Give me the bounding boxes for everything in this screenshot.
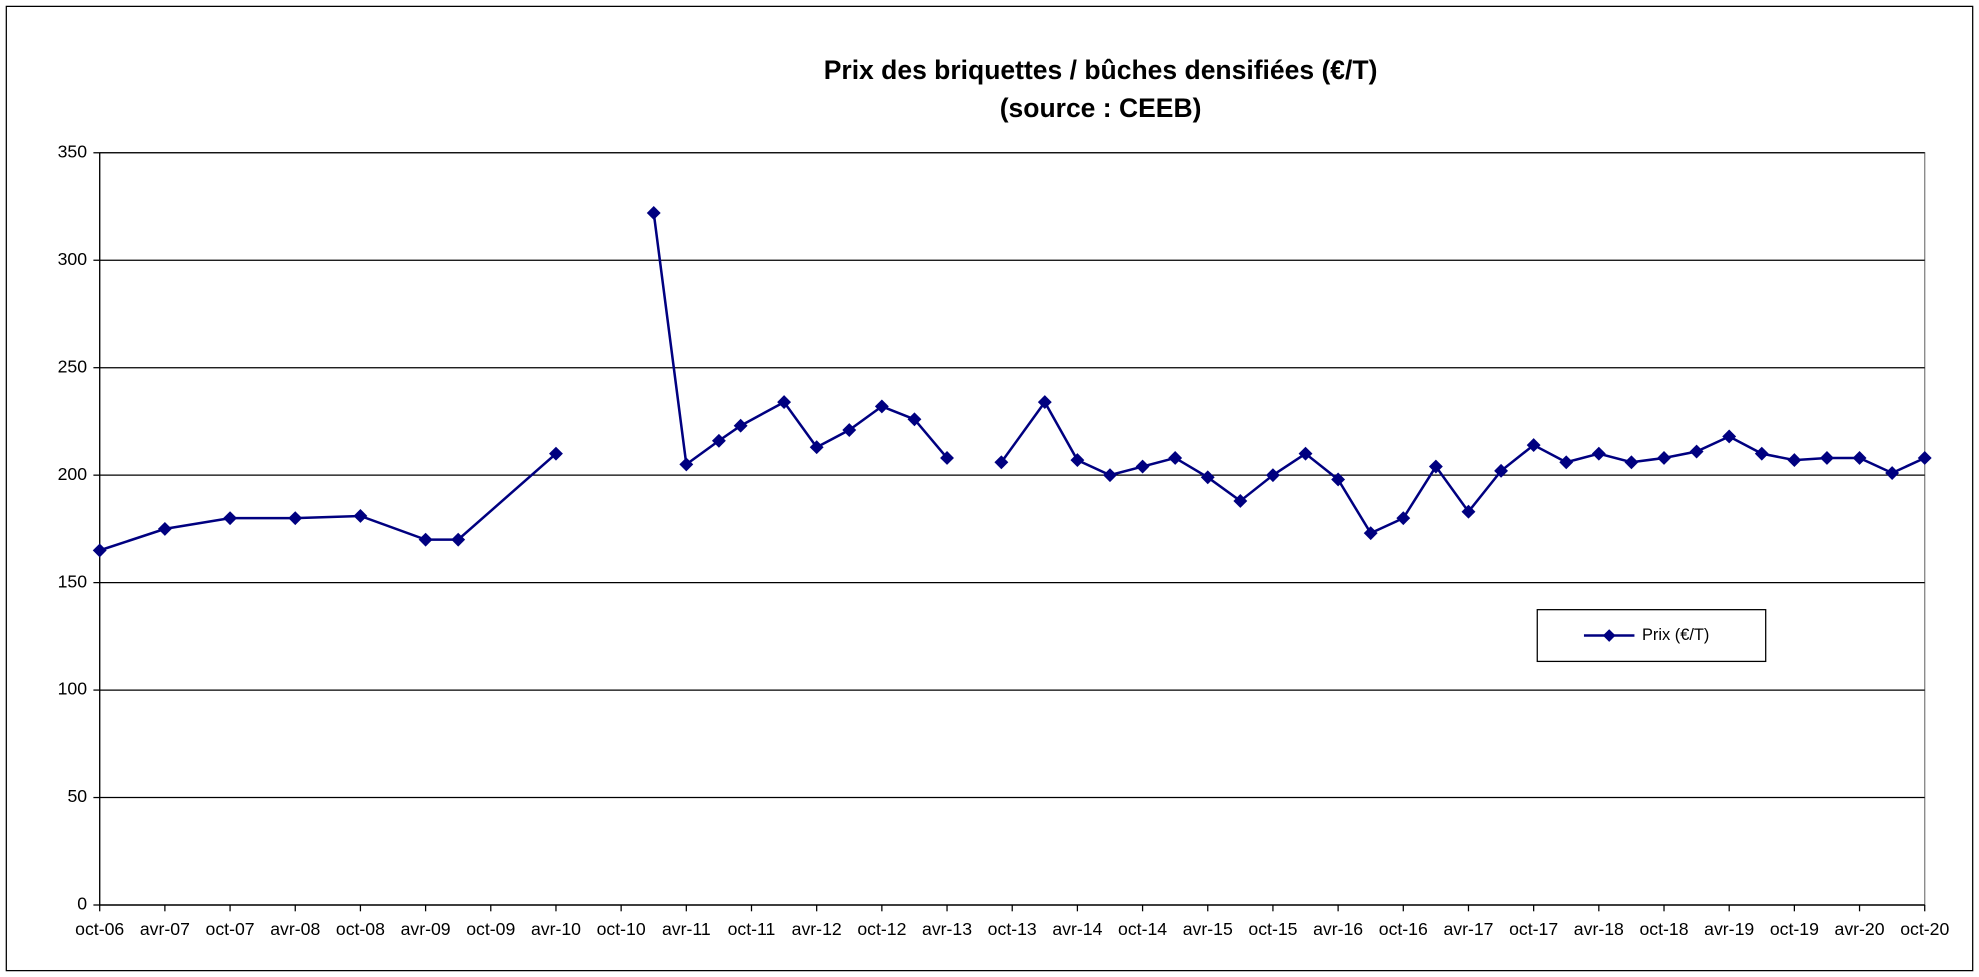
x-tick-label: avr-18 xyxy=(1574,919,1624,939)
x-tick-label: oct-18 xyxy=(1639,919,1688,939)
y-tick-label: 350 xyxy=(58,141,88,161)
data-point xyxy=(1233,494,1248,508)
data-point xyxy=(1363,526,1378,541)
data-point xyxy=(1689,444,1704,459)
data-point xyxy=(994,455,1009,470)
y-tick-label: 0 xyxy=(77,894,87,914)
data-point xyxy=(1298,446,1313,461)
x-tick-label: avr-10 xyxy=(531,919,581,939)
x-tick-label: avr-12 xyxy=(792,919,842,939)
legend-label: Prix (€/T) xyxy=(1642,626,1709,644)
x-tick-label: avr-09 xyxy=(401,919,451,939)
data-point xyxy=(288,511,303,526)
data-point xyxy=(418,532,433,547)
data-point xyxy=(1070,453,1085,468)
data-point xyxy=(907,412,922,427)
data-point xyxy=(1331,472,1346,487)
x-tick-label: oct-08 xyxy=(336,919,385,939)
y-tick-label: 250 xyxy=(58,356,88,376)
plot-area xyxy=(99,152,1926,906)
data-point xyxy=(809,440,824,455)
x-tick-label: oct-16 xyxy=(1379,919,1428,939)
data-point xyxy=(940,451,954,465)
y-tick-label: 50 xyxy=(67,786,87,806)
data-point xyxy=(777,395,792,410)
x-tick-label: avr-15 xyxy=(1183,919,1233,939)
data-point xyxy=(1200,470,1215,485)
data-point xyxy=(874,399,889,414)
data-point xyxy=(1591,446,1606,461)
data-point xyxy=(1754,446,1769,461)
x-tick-label: avr-20 xyxy=(1835,919,1885,939)
x-tick-label: avr-08 xyxy=(270,919,320,939)
data-point xyxy=(842,423,857,437)
x-tick-label: oct-17 xyxy=(1509,919,1558,939)
data-point xyxy=(646,206,661,220)
data-point xyxy=(1820,451,1834,465)
data-point xyxy=(1624,455,1639,470)
data-point xyxy=(1494,463,1509,478)
x-tick-label: avr-11 xyxy=(662,919,711,939)
x-tick-label: avr-13 xyxy=(922,919,972,939)
x-tick-label: oct-20 xyxy=(1900,919,1949,939)
x-tick-label: oct-06 xyxy=(75,919,124,939)
y-tick-label: 200 xyxy=(58,464,88,484)
data-point xyxy=(1787,453,1802,468)
chart-title: Prix des briquettes / bûches densifiées … xyxy=(824,55,1378,85)
data-point xyxy=(1428,459,1443,474)
data-point xyxy=(1037,395,1052,410)
y-tick-label: 150 xyxy=(58,571,88,591)
x-tick-label: oct-15 xyxy=(1248,919,1297,939)
x-tick-label: oct-12 xyxy=(857,919,906,939)
data-point xyxy=(1168,451,1183,465)
data-point xyxy=(157,521,172,536)
data-point xyxy=(679,457,694,472)
data-point xyxy=(1461,504,1476,519)
chart-subtitle: (source : CEEB) xyxy=(1000,93,1202,123)
data-point xyxy=(1885,466,1900,480)
legend-box xyxy=(1536,609,1767,663)
x-tick-label: avr-16 xyxy=(1313,919,1363,939)
data-point xyxy=(1559,455,1574,470)
x-tick-label: oct-14 xyxy=(1118,919,1167,939)
data-point xyxy=(549,446,563,461)
data-point xyxy=(1265,468,1280,483)
x-tick-label: avr-14 xyxy=(1052,919,1102,939)
x-tick-label: oct-07 xyxy=(206,919,255,939)
x-tick-label: avr-19 xyxy=(1704,919,1754,939)
data-point xyxy=(223,511,238,526)
x-tick-label: oct-13 xyxy=(988,919,1037,939)
data-point xyxy=(1135,459,1150,474)
x-tick-label: oct-11 xyxy=(728,919,776,939)
data-point xyxy=(1526,438,1541,453)
data-point xyxy=(733,418,748,433)
x-tick-label: oct-19 xyxy=(1770,919,1819,939)
x-tick-label: avr-07 xyxy=(140,919,190,939)
y-tick-label: 100 xyxy=(58,679,88,699)
data-point xyxy=(451,532,466,547)
data-point xyxy=(353,509,368,523)
data-point xyxy=(1722,429,1737,444)
data-point xyxy=(1657,451,1671,465)
data-point xyxy=(92,543,107,558)
y-tick-label: 300 xyxy=(58,249,88,269)
x-tick-label: avr-17 xyxy=(1443,919,1493,939)
x-tick-label: oct-10 xyxy=(597,919,646,939)
x-tick-label: oct-09 xyxy=(466,919,515,939)
data-point xyxy=(1852,451,1867,465)
data-point xyxy=(1917,451,1932,465)
data-point xyxy=(1396,511,1411,526)
data-point xyxy=(711,433,726,448)
data-point xyxy=(1103,468,1117,483)
